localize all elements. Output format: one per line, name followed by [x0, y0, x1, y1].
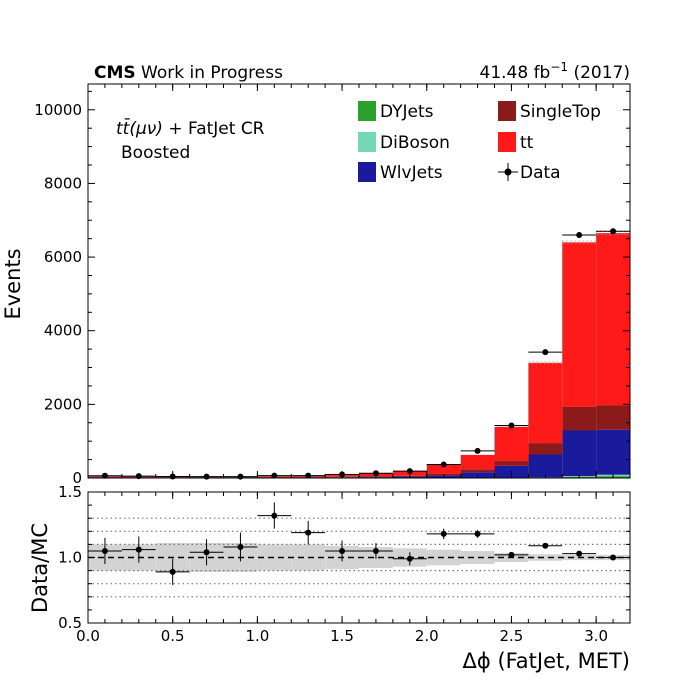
ratio-point-3	[203, 549, 210, 556]
bar-singletop-12	[494, 461, 529, 466]
header-right: 41.48 fb−1 (2017)	[480, 60, 631, 83]
bar-tt-12	[494, 426, 529, 462]
bar-singletop-15	[596, 405, 630, 430]
legend-swatch-diboson	[358, 132, 376, 152]
ratio-point-1	[135, 546, 142, 553]
region-label-rest: + FatJet CR	[163, 119, 265, 139]
ratio-band-bin-11	[460, 550, 495, 565]
legend-label-singletop: SingleTop	[520, 102, 601, 122]
ratio-point-0	[101, 547, 108, 554]
ratio-axis-ticks: 0.51.01.50.0 0.5 1.0 1.5 2.0 2.5 3.0	[58, 483, 631, 645]
bar-tt-11	[460, 454, 495, 470]
legend-swatch-tt	[498, 132, 516, 152]
bar-singletop-13	[528, 443, 563, 455]
ratio-band-bin-13	[528, 554, 563, 561]
region-label-math: tt̄(μν)	[116, 117, 163, 139]
ratio-point-4	[237, 544, 244, 551]
ratio-point-15	[610, 554, 617, 561]
x-tick-label-2: 1.0	[245, 627, 269, 645]
data-point-14	[576, 231, 583, 238]
ratio-reference-lines	[88, 517, 630, 598]
y-tick-label-0: 0	[72, 469, 82, 487]
legend-swatch-singletop	[498, 101, 516, 121]
ratio-point-10	[440, 530, 447, 537]
ratio-point-12	[508, 551, 515, 558]
data-point-9	[406, 468, 413, 475]
ratio-point-5	[271, 512, 278, 519]
legend-label-wlvjets: WlvJets	[380, 163, 443, 183]
bar-tt-13	[528, 362, 563, 444]
x-axis-title: Δϕ (FatJet, MET)	[463, 649, 630, 673]
x-tick-label-0: 0.0	[76, 627, 100, 645]
ratio-y-tick-label-0: 0.5	[58, 614, 82, 632]
legend-label-diboson: DiBoson	[380, 133, 450, 153]
category-label: Boosted	[121, 143, 190, 163]
data-point-12	[508, 422, 515, 429]
legend-label-tt: tt	[520, 133, 534, 153]
legend-swatch-wlvjets	[358, 162, 376, 182]
x-tick-label-5: 2.5	[500, 627, 524, 645]
ratio-point-11	[474, 530, 481, 537]
data-point-8	[372, 470, 379, 477]
x-tick-label-4: 2.0	[415, 627, 439, 645]
lumi-exponent: −1	[550, 60, 568, 74]
status-label: Work in Progress	[141, 63, 283, 83]
ratio-point-2	[169, 568, 176, 575]
ratio-point-6	[305, 529, 312, 536]
y-tick-label-2: 4000	[44, 322, 82, 340]
legend-label-dyjets: DYJets	[380, 102, 434, 122]
header-left: CMS Work in Progress	[94, 63, 283, 83]
main-panel: 0 2000 4000 6000 8000 10000	[34, 83, 631, 487]
ratio-y-tick-label-2: 1.5	[58, 483, 82, 501]
y-axis-title: Events	[1, 248, 25, 319]
hatch-bin-13	[528, 361, 563, 364]
ratio-y-axis-title: Data/MC	[28, 523, 52, 613]
hatch-bin-14	[561, 240, 597, 245]
bar-singletop-14	[562, 406, 597, 431]
ratio-point-13	[542, 542, 549, 549]
ratio-y-tick-label-1: 1.0	[58, 549, 82, 567]
ratio-panel: 0.51.01.50.0 0.5 1.0 1.5 2.0 2.5 3.0	[58, 483, 631, 645]
ratio-points	[88, 502, 630, 586]
legend: DYJets DiBoson WlvJets SingleTop tt Data	[358, 101, 601, 183]
x-tick-label-3: 1.5	[330, 627, 354, 645]
y-tick-label-4: 8000	[44, 174, 82, 192]
data-point-13	[542, 349, 549, 356]
legend-label-data: Data	[520, 163, 561, 183]
bar-tt-14	[562, 242, 597, 407]
y-tick-label-3: 6000	[44, 248, 82, 266]
legend-swatch-dyjets	[358, 101, 376, 121]
bar-wlvjets-15	[596, 429, 630, 475]
x-tick-label-1: 0.5	[161, 627, 185, 645]
ratio-point-7	[339, 547, 346, 554]
lumi-label: 41.48 fb	[480, 63, 551, 83]
legend-marker-dot	[504, 168, 512, 176]
ratio-point-14	[576, 550, 583, 557]
main-frame	[87, 83, 631, 479]
bar-tt-10	[426, 464, 461, 474]
x-tick-label-6: 3.0	[584, 627, 608, 645]
experiment-label: CMS	[94, 63, 136, 83]
ratio-frame	[87, 491, 631, 624]
bar-singletop-11	[460, 469, 495, 473]
bar-tt-15	[596, 233, 630, 406]
data-point-15	[610, 228, 617, 235]
ratio-point-8	[372, 547, 379, 554]
stacked-histogram	[88, 233, 630, 478]
year-label: (2017)	[573, 63, 630, 83]
y-tick-label-5: 10000	[34, 101, 82, 119]
region-label: tt̄(μν) + FatJet CR	[116, 117, 265, 139]
y-tick-label-1: 2000	[44, 395, 82, 413]
data-point-11	[474, 447, 481, 454]
data-point-10	[440, 461, 447, 468]
bar-wlvjets-14	[562, 430, 597, 477]
data-points	[88, 228, 630, 480]
bar-wlvjets-13	[528, 454, 563, 478]
ratio-point-9	[406, 555, 413, 562]
